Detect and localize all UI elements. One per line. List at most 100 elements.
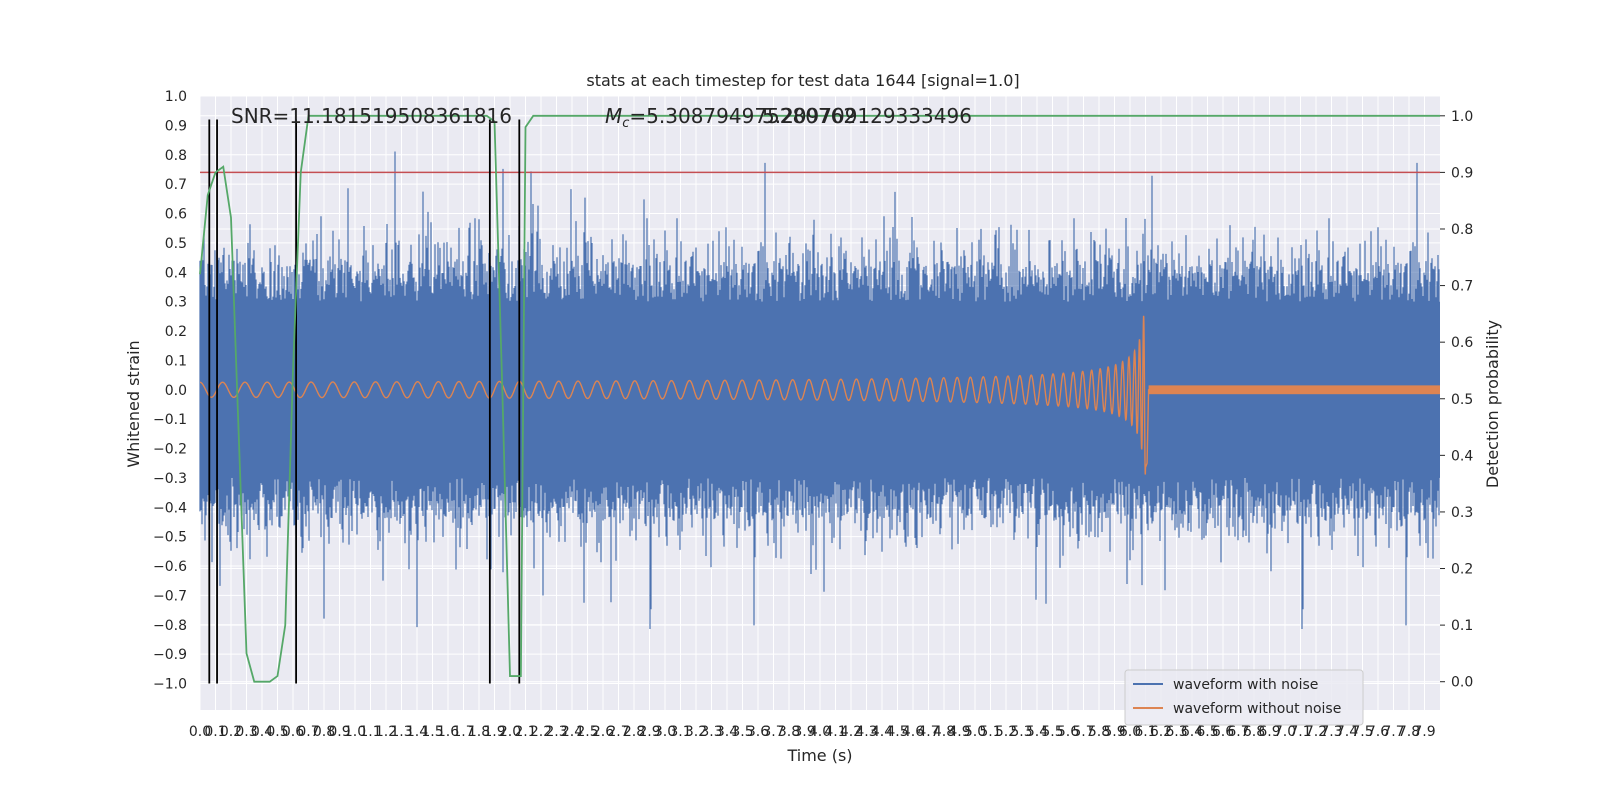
- x-tick-label: 1.9: [483, 724, 505, 740]
- x-tick-label: 5.8: [1088, 724, 1110, 740]
- x-tick-label: 6.2: [1150, 724, 1172, 740]
- x-tick-label: 7.2: [1305, 724, 1327, 740]
- x-tick-label: 6.6: [1212, 724, 1234, 740]
- x-tick-label: 3.7: [762, 724, 784, 740]
- x-tick-label: 7.8: [1398, 724, 1420, 740]
- x-tick-label: 1.0: [344, 724, 366, 740]
- x-tick-label: 0.6: [282, 724, 304, 740]
- y-tick-label-left: 0.9: [165, 118, 187, 134]
- tick-labels: 0.00.10.20.30.40.50.60.70.80.91.01.11.21…: [153, 89, 1473, 740]
- y-tick-label-left: −0.1: [153, 412, 187, 428]
- y-tick-label-left: −0.7: [153, 588, 187, 604]
- x-tick-label: 5.6: [1057, 724, 1079, 740]
- mc-annotation: Mc=5.308794975280762: [605, 104, 856, 131]
- legend-label-noise: waveform with noise: [1173, 677, 1318, 693]
- y-tick-label-left: 0.4: [165, 265, 187, 281]
- x-tick-label: 3.9: [793, 724, 815, 740]
- y-tick-label-right: 0.3: [1451, 505, 1473, 521]
- legend: waveform with noise waveform without noi…: [1124, 669, 1364, 726]
- x-tick-label: 0.9: [328, 724, 350, 740]
- x-tick-label: 6.9: [1258, 724, 1280, 740]
- x-tick-label: 4.2: [840, 724, 862, 740]
- y-tick-label-left: −1.0: [153, 677, 187, 693]
- x-tick-label: 5.5: [1041, 724, 1063, 740]
- series-waveform-without-noise: [199, 315, 1440, 475]
- y-tick-label-left: 0.7: [165, 177, 187, 193]
- x-tick-label: 6.3: [1165, 724, 1187, 740]
- x-tick-label: 0.1: [204, 724, 226, 740]
- y-tick-label-right: 0.2: [1451, 562, 1473, 578]
- x-tick-label: 1.6: [437, 724, 459, 740]
- x-tick-label: 3.2: [685, 724, 707, 740]
- x-tick-label: 1.7: [452, 724, 474, 740]
- x-tick-label: 0.5: [266, 724, 288, 740]
- x-tick-label: 7.6: [1367, 724, 1389, 740]
- x-tick-label: 1.3: [390, 724, 412, 740]
- x-tick-label: 6.8: [1243, 724, 1265, 740]
- x-tick-label: 2.2: [530, 724, 552, 740]
- y-tick-label-left: 0.3: [165, 295, 187, 311]
- y-tick-label-right: 1.0: [1451, 109, 1473, 125]
- x-tick-label: 5.2: [995, 724, 1017, 740]
- x-tick-label: 0.7: [297, 724, 319, 740]
- x-tick-label: 7.4: [1336, 724, 1358, 740]
- x-tick-label: 3.8: [778, 724, 800, 740]
- y-tick-label-left: −0.6: [153, 559, 187, 575]
- x-tick-label: 4.6: [902, 724, 924, 740]
- x-tick-label: 6.0: [1119, 724, 1141, 740]
- x-tick-label: 1.5: [421, 724, 443, 740]
- mc-symbol: M: [605, 104, 622, 128]
- y-tick-label-left: 1.0: [165, 89, 187, 105]
- y-tick-label-left: 0.8: [165, 148, 187, 164]
- x-tick-label: 7.9: [1413, 724, 1435, 740]
- y-tick-label-left: −0.4: [153, 500, 187, 516]
- y-tick-label-left: −0.8: [153, 618, 187, 634]
- x-tick-label: 2.0: [499, 724, 521, 740]
- x-tick-label: 3.4: [716, 724, 738, 740]
- x-tick-label: 4.0: [809, 724, 831, 740]
- y-axis-label-right: Detection probability: [1483, 320, 1502, 488]
- x-tick-label: 4.7: [917, 724, 939, 740]
- x-tick-label: 7.0: [1274, 724, 1296, 740]
- detection-probability-line: [199, 114, 1440, 683]
- x-tick-label: 0.4: [251, 724, 273, 740]
- x-tick-label: 1.2: [375, 724, 397, 740]
- y-tick-label-left: 0.6: [165, 207, 187, 223]
- x-tick-label: 0.2: [220, 724, 242, 740]
- x-tick-label: 5.3: [1010, 724, 1032, 740]
- y-axis-label-left: Whitened strain: [124, 340, 143, 467]
- y-tick-label-right: 0.8: [1451, 222, 1473, 238]
- y-tick-label-right: 0.9: [1451, 165, 1473, 181]
- x-tick-label: 5.9: [1103, 724, 1125, 740]
- x-tick-label: 6.4: [1181, 724, 1203, 740]
- x-tick-label: 3.5: [731, 724, 753, 740]
- x-tick-label: 5.7: [1072, 724, 1094, 740]
- x-tick-label: 6.5: [1196, 724, 1218, 740]
- x-tick-label: 1.1: [359, 724, 381, 740]
- y-tick-label-right: 0.1: [1451, 618, 1473, 634]
- y-tick-label-right: 0.7: [1451, 279, 1473, 295]
- x-tick-label: 2.5: [576, 724, 598, 740]
- overlap-annotation: 5.209709129333496: [762, 104, 972, 128]
- x-tick-label: 7.5: [1351, 724, 1373, 740]
- y-tick-label-left: −0.5: [153, 530, 187, 546]
- x-tick-label: 3.0: [654, 724, 676, 740]
- x-tick-label: 6.1: [1134, 724, 1156, 740]
- x-tick-label: 2.6: [592, 724, 614, 740]
- y-tick-label-right: 0.6: [1451, 335, 1473, 351]
- x-tick-label: 4.5: [886, 724, 908, 740]
- x-tick-label: 7.1: [1289, 724, 1311, 740]
- x-tick-label: 2.4: [561, 724, 583, 740]
- x-tick-label: 5.4: [1026, 724, 1048, 740]
- y-tick-label-left: 0.1: [165, 353, 187, 369]
- y-tick-label-left: 0.5: [165, 236, 187, 252]
- legend-box: [1124, 669, 1364, 726]
- x-tick-label: 2.1: [514, 724, 536, 740]
- x-tick-label: 7.7: [1382, 724, 1404, 740]
- y-tick-label-right: 0.4: [1451, 448, 1473, 464]
- chart-title: stats at each timestep for test data 164…: [586, 71, 1019, 90]
- x-tick-label: 1.4: [406, 724, 428, 740]
- y-tick-label-right: 0.5: [1451, 392, 1473, 408]
- x-tick-label: 4.3: [855, 724, 877, 740]
- x-tick-label: 4.4: [871, 724, 893, 740]
